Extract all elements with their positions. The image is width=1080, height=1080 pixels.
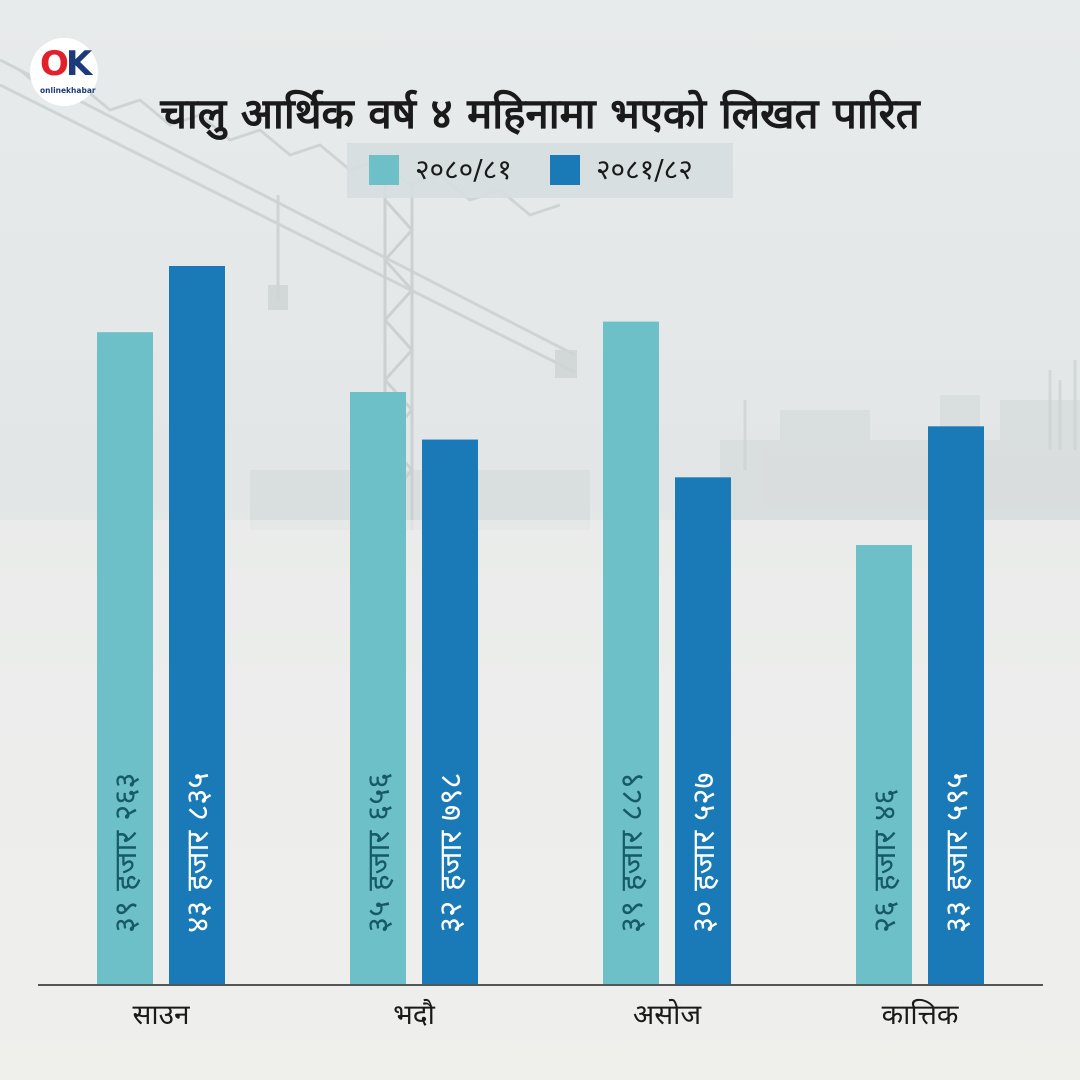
data-label-kattik-series-1: २६ हजार ४६ xyxy=(867,789,903,933)
bar-kattik-series-1 xyxy=(856,545,912,985)
data-label-saun-series-1: ३९ हजार २६३ xyxy=(108,773,144,933)
data-label-bhadau-series-1: ३५ हजार ६५६ xyxy=(361,773,397,933)
legend-swatch-2080-81 xyxy=(369,155,399,185)
x-tick-saun: साउन xyxy=(132,998,190,1031)
legend-swatch-2081-82 xyxy=(550,155,580,185)
data-label-kattik-series-2: ३३ हजार ५९५ xyxy=(939,773,975,933)
bar-bhadau-series-2 xyxy=(422,439,478,985)
data-label-bhadau-series-2: ३२ हजार ७९८ xyxy=(433,773,469,933)
chart-title: चालु आर्थिक वर्ष ४ महिनामा भएको लिखत पार… xyxy=(160,89,920,138)
x-tick-asoj: असोज xyxy=(633,998,703,1031)
data-label-asoj-series-2: ३० हजार ५२७ xyxy=(686,773,722,933)
x-axis-tick-labels: साउन भदौ असोज कात्तिक xyxy=(132,998,958,1031)
bar-group: ३९ हजार २६३ ४३ हजार ८३५ ३५ हजार ६५६ ३२ हजार… xyxy=(97,265,984,985)
chart-legend: २०८०/८१ २०८१/८२ xyxy=(347,143,733,198)
legend-label-2080-81: २०८०/८१ xyxy=(415,153,512,186)
bar-kattik-series-2 xyxy=(928,426,984,985)
bar-bhadau-series-1 xyxy=(350,392,406,985)
bar-saun-series-1 xyxy=(97,332,153,985)
bar-asoj-series-2 xyxy=(675,477,731,985)
data-label-saun-series-2: ४३ हजार ८३५ xyxy=(180,773,216,933)
bar-saun-series-2 xyxy=(169,265,225,985)
x-tick-bhadau: भदौ xyxy=(393,998,436,1031)
legend-label-2081-82: २०८१/८२ xyxy=(596,153,693,186)
data-label-asoj-series-1: ३९ हजार ८८९ xyxy=(614,773,650,933)
brand-name: onlinekhabar xyxy=(40,86,96,95)
bar-asoj-series-1 xyxy=(603,321,659,985)
onlinekhabar-logo: OK onlinekhabar xyxy=(30,38,98,106)
x-tick-kattik: कात्तिक xyxy=(882,998,959,1031)
